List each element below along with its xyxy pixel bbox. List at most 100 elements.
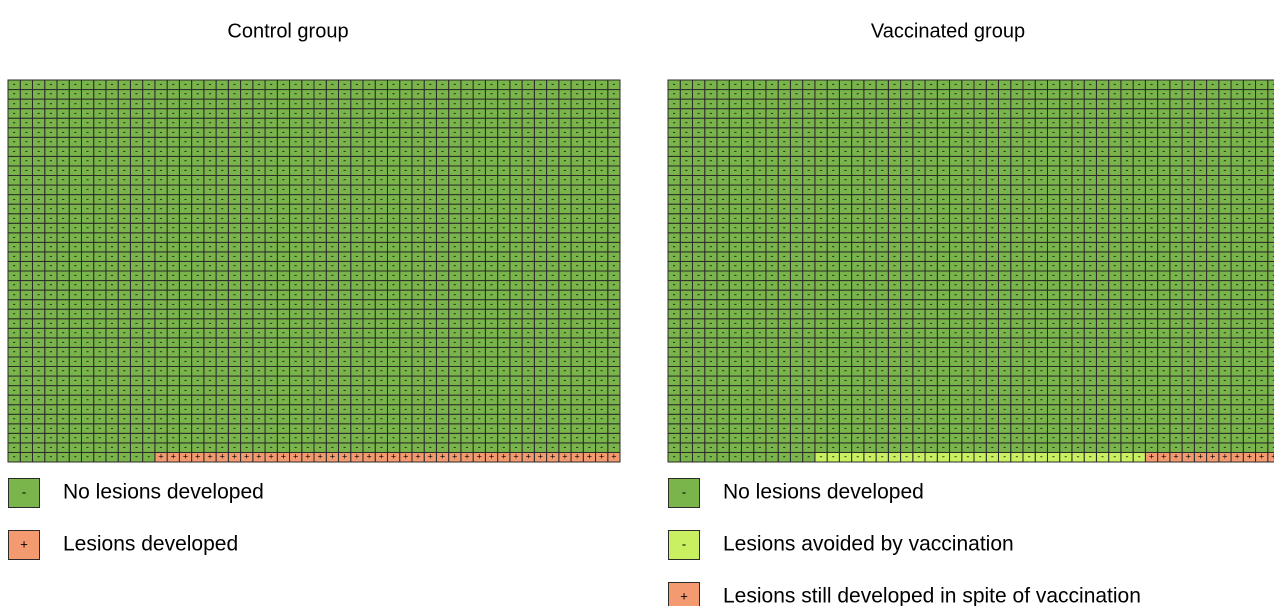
cell-symbol: - bbox=[355, 442, 358, 452]
cell-symbol: - bbox=[74, 366, 77, 376]
cell-symbol: - bbox=[111, 375, 114, 385]
cell-symbol: - bbox=[98, 156, 101, 166]
cell-symbol: - bbox=[196, 251, 199, 261]
cell-symbol: - bbox=[612, 337, 615, 347]
cell-symbol: - bbox=[820, 433, 823, 443]
cell-symbol: - bbox=[147, 242, 150, 252]
cell-symbol: - bbox=[25, 299, 28, 309]
cell-symbol: - bbox=[98, 184, 101, 194]
cell-symbol: + bbox=[403, 452, 408, 462]
cell-symbol: - bbox=[856, 385, 859, 395]
cell-symbol: - bbox=[514, 117, 517, 127]
cell-symbol: - bbox=[331, 213, 334, 223]
cell-symbol: - bbox=[576, 394, 579, 404]
cell-symbol: - bbox=[257, 299, 260, 309]
cell-symbol: - bbox=[25, 156, 28, 166]
cell-symbol: - bbox=[184, 117, 187, 127]
cell-symbol: - bbox=[355, 394, 358, 404]
cell-symbol: - bbox=[270, 270, 273, 280]
cell-symbol: - bbox=[685, 385, 688, 395]
cell-symbol: - bbox=[490, 194, 493, 204]
cell-symbol: - bbox=[270, 232, 273, 242]
cell-symbol: - bbox=[208, 136, 211, 146]
cell-symbol: - bbox=[319, 289, 322, 299]
cell-symbol: - bbox=[208, 117, 211, 127]
cell-symbol: - bbox=[319, 222, 322, 232]
cell-symbol: - bbox=[893, 394, 896, 404]
cell-symbol: - bbox=[795, 366, 798, 376]
cell-symbol: - bbox=[600, 127, 603, 137]
cell-symbol: - bbox=[282, 232, 285, 242]
cell-symbol: - bbox=[453, 175, 456, 185]
cell-symbol: - bbox=[282, 299, 285, 309]
cell-symbol: - bbox=[453, 394, 456, 404]
cell-symbol: - bbox=[1040, 452, 1043, 462]
cell-symbol: - bbox=[392, 89, 395, 99]
cell-symbol: - bbox=[208, 289, 211, 299]
cell-symbol: - bbox=[306, 146, 309, 156]
cell-symbol: - bbox=[208, 327, 211, 337]
cell-symbol: - bbox=[380, 280, 383, 290]
cell-symbol: - bbox=[319, 413, 322, 423]
cell-symbol: - bbox=[257, 175, 260, 185]
cell-symbol: - bbox=[466, 327, 469, 337]
cell-symbol: - bbox=[893, 442, 896, 452]
cell-symbol: - bbox=[734, 385, 737, 395]
cell-symbol: - bbox=[368, 222, 371, 232]
cell-symbol: - bbox=[979, 375, 982, 385]
cell-symbol: - bbox=[184, 251, 187, 261]
cell-symbol: - bbox=[1113, 404, 1116, 414]
cell-symbol: + bbox=[293, 452, 298, 462]
cell-symbol: - bbox=[466, 442, 469, 452]
cell-symbol: - bbox=[429, 394, 432, 404]
cell-symbol: - bbox=[478, 165, 481, 175]
cell-symbol: - bbox=[380, 308, 383, 318]
cell-symbol: - bbox=[62, 347, 65, 357]
cell-symbol: - bbox=[563, 251, 566, 261]
cell-symbol: - bbox=[1248, 442, 1251, 452]
cell-symbol: - bbox=[930, 375, 933, 385]
cell-symbol: - bbox=[221, 175, 224, 185]
cell-symbol: - bbox=[1187, 366, 1190, 376]
cell-symbol: - bbox=[49, 242, 52, 252]
cell-symbol: - bbox=[1199, 385, 1202, 395]
cell-symbol: - bbox=[734, 375, 737, 385]
cell-symbol: - bbox=[355, 366, 358, 376]
cell-symbol: - bbox=[294, 270, 297, 280]
cell-symbol: - bbox=[49, 261, 52, 271]
cell-symbol: - bbox=[807, 442, 810, 452]
cell-symbol: - bbox=[588, 213, 591, 223]
cell-symbol: - bbox=[563, 299, 566, 309]
cell-symbol: - bbox=[930, 423, 933, 433]
cell-symbol: - bbox=[380, 337, 383, 347]
cell-symbol: - bbox=[930, 433, 933, 443]
cell-symbol: + bbox=[611, 452, 616, 462]
cell-symbol: - bbox=[135, 327, 138, 337]
cell-symbol: - bbox=[135, 232, 138, 242]
cell-symbol: - bbox=[392, 136, 395, 146]
cell-symbol: - bbox=[172, 299, 175, 309]
cell-symbol: - bbox=[294, 117, 297, 127]
cell-symbol: - bbox=[612, 404, 615, 414]
cell-symbol: - bbox=[563, 347, 566, 357]
cell-symbol: - bbox=[1040, 433, 1043, 443]
cell-symbol: - bbox=[123, 423, 126, 433]
cell-symbol: - bbox=[160, 347, 163, 357]
cell-symbol: - bbox=[184, 347, 187, 357]
cell-symbol: - bbox=[478, 127, 481, 137]
cell-symbol: - bbox=[466, 79, 469, 89]
cell-symbol: - bbox=[147, 261, 150, 271]
cell-symbol: - bbox=[453, 423, 456, 433]
cell-symbol: - bbox=[368, 404, 371, 414]
cell-symbol: - bbox=[13, 175, 16, 185]
cell-symbol: - bbox=[404, 203, 407, 213]
cell-symbol: - bbox=[221, 165, 224, 175]
cell-symbol: - bbox=[294, 184, 297, 194]
cell-symbol: - bbox=[111, 394, 114, 404]
cell-symbol: - bbox=[123, 194, 126, 204]
cell-symbol: - bbox=[502, 98, 505, 108]
cell-symbol: - bbox=[282, 222, 285, 232]
cell-symbol: - bbox=[429, 347, 432, 357]
cell-symbol: - bbox=[306, 203, 309, 213]
cell-symbol: - bbox=[527, 89, 530, 99]
